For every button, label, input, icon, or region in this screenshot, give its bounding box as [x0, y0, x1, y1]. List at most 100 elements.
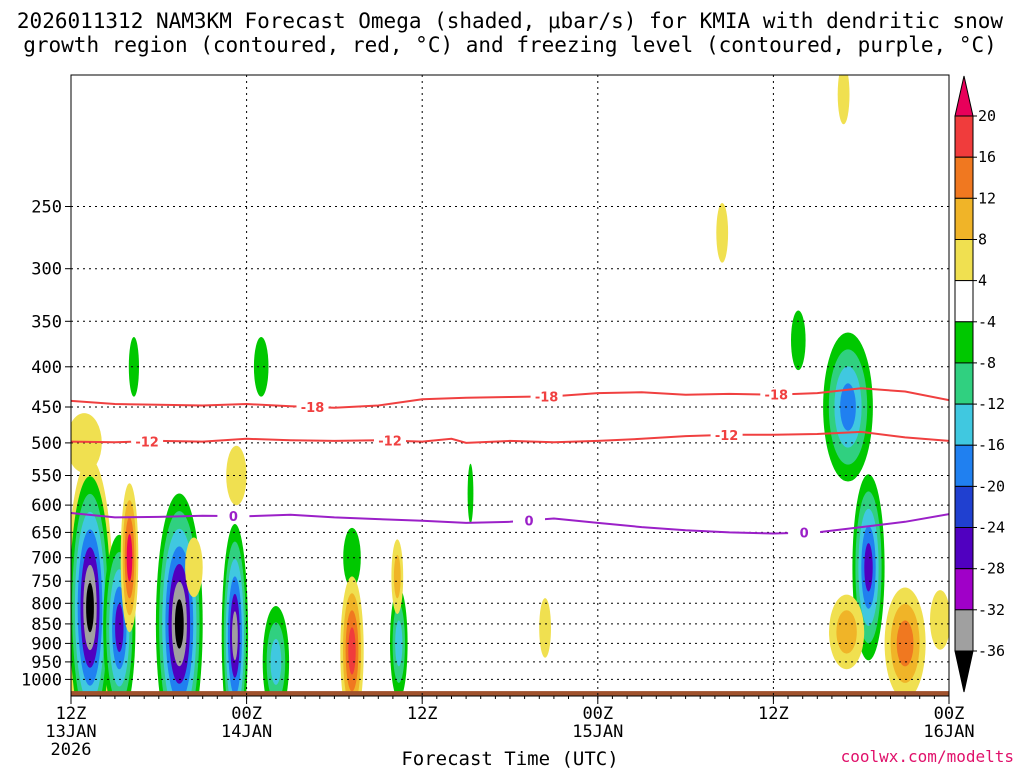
- omega-contour-11-0: [343, 527, 361, 588]
- x-tick-label-4-0: 12Z: [758, 704, 789, 724]
- omega-contour-24-0: [837, 75, 850, 125]
- omega-contour-16-0: [539, 598, 551, 658]
- y-tick-label-250: 250: [31, 198, 62, 218]
- isotherm-label-bg-1-1: [374, 433, 406, 448]
- isotherm-label-2-0: 0: [229, 510, 238, 525]
- omega-contour-12-3: [348, 627, 356, 675]
- omega-contour-4-0: [128, 337, 139, 397]
- omega-contour-18-0: [791, 310, 806, 371]
- isotherm-label-bg-0-1: [530, 389, 563, 404]
- omega-contour-9-0: [253, 337, 269, 397]
- isotherm-label-0-1: -18: [535, 390, 559, 405]
- isotherm-label-bg-0-0: [296, 400, 329, 414]
- y-tick-label-350: 350: [31, 312, 62, 332]
- surface-ground: [71, 691, 949, 696]
- x-tick-label-0-0: 12Z: [56, 704, 87, 724]
- colorbar-label-2: 12: [978, 189, 996, 207]
- colorbar-label-12: -32: [978, 601, 1005, 619]
- colorbar-band-5: [954, 321, 974, 364]
- colorbar-band-12: [954, 609, 974, 652]
- isotherm-label-1-2: -12: [715, 429, 739, 444]
- isotherm-label-bg-2-1: [513, 513, 545, 528]
- isotherm--18: [71, 387, 949, 409]
- surface-layer: [71, 691, 949, 696]
- colorbar-bottom-arrow: [954, 650, 974, 693]
- colorbar: 20 16 12 8 4 -4 -8 -12 -16 -20 -24 -28 -32 -36: [954, 75, 1005, 693]
- omega-contour-2-4: [115, 603, 124, 653]
- isotherm-label-bg-2-2: [788, 525, 821, 540]
- omega-contour-3-3: [126, 534, 133, 582]
- isotherm-label-bg-2-0: [217, 509, 250, 524]
- omega-contour-0-7: [86, 582, 94, 633]
- isotherm-label-1-0: -12: [135, 435, 159, 450]
- y-tick-label-450: 450: [31, 398, 62, 418]
- colorbar-label-6: -8: [978, 354, 996, 372]
- omega-contour-14-1: [393, 555, 401, 599]
- colorbar-band-0: [954, 115, 974, 158]
- isotherm-label-0-2: -18: [765, 389, 789, 404]
- colorbar-label-8: -16: [978, 436, 1005, 454]
- credit-text: coolwx.com/modelts: [841, 747, 1014, 766]
- colorbar-band-2: [954, 197, 974, 241]
- colorbar-label-7: -12: [978, 395, 1005, 413]
- y-tick-label-600: 600: [31, 496, 62, 516]
- y-tick-label-950: 950: [31, 653, 62, 673]
- omega-contour-19-3: [840, 383, 856, 431]
- omega-contour-13-2: [395, 620, 403, 667]
- x-tick-label-2-0: 12Z: [407, 704, 438, 724]
- y-tick-label-850: 850: [31, 615, 62, 635]
- x-axis-title: Forecast Time (UTC): [401, 748, 618, 768]
- chart-title-line-1: 2026011312 NAM3KM Forecast Omega (shaded…: [17, 9, 1004, 33]
- x-tick-label-1-1: 14JAN: [221, 722, 272, 742]
- chart-title-line-2: growth region (contoured, red, °C) and f…: [23, 33, 997, 57]
- x-tick-label-3-1: 15JAN: [572, 722, 623, 742]
- colorbar-label-9: -20: [978, 477, 1005, 495]
- colorbar-label-4: 4: [978, 272, 987, 290]
- colorbar-band-3: [954, 239, 974, 282]
- isotherm-label-2-1: 0: [524, 514, 533, 529]
- isotherm-label-0-0: -18: [301, 401, 325, 416]
- y-tick-label-550: 550: [31, 467, 62, 487]
- x-tick-label-5-1: 16JAN: [923, 722, 974, 742]
- isotherm-label-bg-0-2: [760, 387, 793, 402]
- isotherm--12: [71, 430, 949, 444]
- y-tick-label-500: 500: [31, 434, 62, 454]
- colorbar-label-0: 20: [978, 107, 996, 125]
- colorbar-label-10: -24: [978, 519, 1005, 537]
- y-axis: 2503003504004505005506006507007508008509…: [21, 198, 71, 690]
- y-tick-label-300: 300: [31, 260, 62, 280]
- colorbar-label-13: -36: [978, 642, 1005, 660]
- isotherm-label-bg-1-0: [131, 434, 164, 449]
- y-tick-label-400: 400: [31, 358, 62, 378]
- x-tick-label-5-0: 00Z: [934, 704, 965, 724]
- colorbar-label-1: 16: [978, 148, 996, 166]
- colorbar-band-1: [954, 156, 974, 199]
- x-tick-label-3-0: 00Z: [582, 704, 613, 724]
- colorbar-band-8: [954, 444, 974, 487]
- colorbar-band-4: [954, 280, 974, 323]
- grid-layer: [70, 75, 950, 696]
- y-tick-label-800: 800: [31, 594, 62, 614]
- omega-shading-layer: [71, 75, 949, 696]
- isotherm-label-1-1: -12: [378, 435, 402, 450]
- colorbar-label-5: -4: [978, 313, 996, 331]
- colorbar-band-11: [954, 568, 974, 611]
- colorbar-band-7: [954, 403, 974, 446]
- colorbar-band-6: [954, 362, 974, 405]
- x-tick-label-0-2: 2026: [51, 740, 92, 760]
- colorbar-top-arrow: [954, 75, 974, 117]
- isotherm-label-bg-1-2: [710, 427, 743, 442]
- omega-contour-23-0: [930, 590, 949, 650]
- isotherm-layer: [71, 387, 949, 535]
- omega-contour-21-1: [836, 610, 857, 654]
- omega-contour-7-5: [232, 611, 238, 661]
- isotherm-labels: -18 -18 -18 -12 -12 -12 0 0 0: [131, 387, 821, 542]
- y-tick-label-650: 650: [31, 523, 62, 543]
- omega-contour-1-0: [71, 413, 102, 473]
- colorbar-label-3: 8: [978, 231, 987, 249]
- x-tick-label-1-0: 00Z: [231, 704, 262, 724]
- colorbar-band-9: [954, 485, 974, 529]
- y-tick-label-1000: 1000: [21, 670, 62, 690]
